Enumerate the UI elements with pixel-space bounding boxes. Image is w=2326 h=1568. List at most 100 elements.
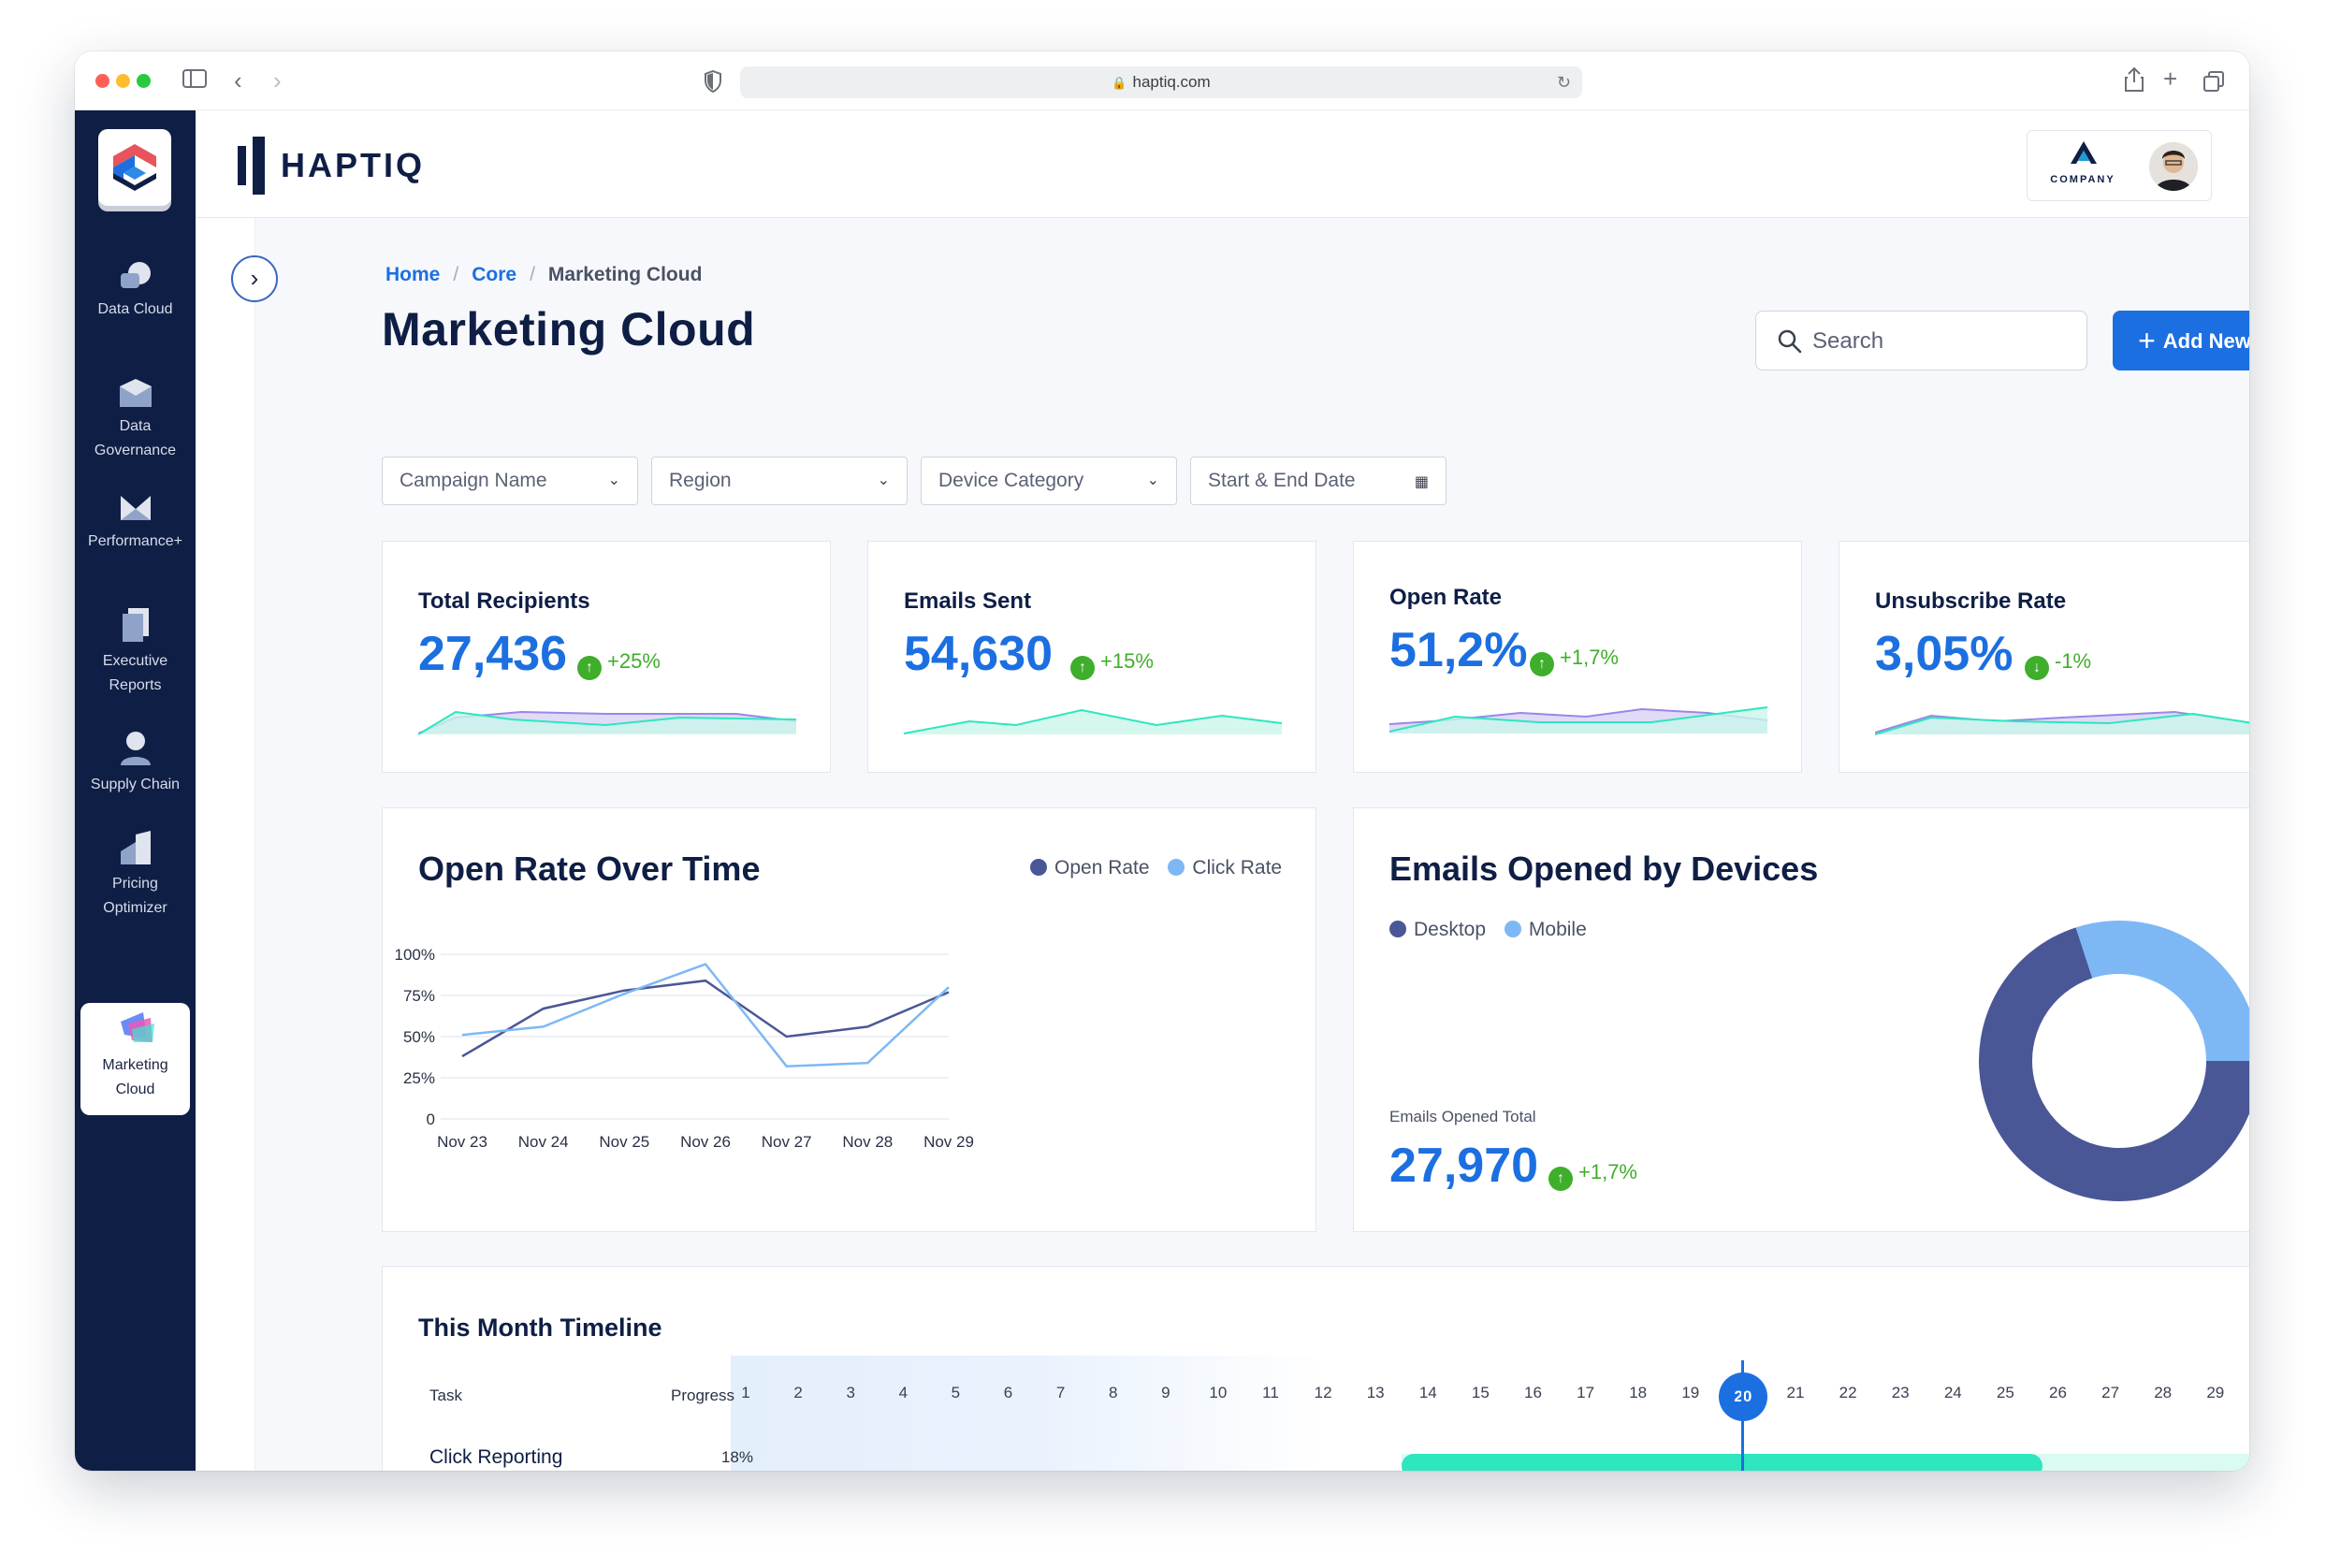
user-icon (120, 732, 151, 765)
forward-icon[interactable]: › (273, 66, 282, 94)
kpi-card-emails-sent: Emails Sent 54,630 ↑ +15% (867, 541, 1316, 773)
timeline-day: 11 (1262, 1384, 1279, 1401)
kpi-card-open-rate: Open Rate 51,2% ↑ +1,7% (1353, 541, 1802, 773)
x-tick-label: Nov 27 (762, 1133, 812, 1151)
search-input[interactable]: Search (1755, 311, 2087, 370)
timeline-day: 22 (1839, 1384, 1857, 1401)
sparkline-open-rate (1389, 706, 1767, 733)
sidebar-item-label: Executive (102, 653, 168, 669)
legend-mobile: Mobile (1528, 919, 1587, 940)
breadcrumb-core[interactable]: Core (472, 264, 517, 285)
click-rate-swatch (1168, 859, 1185, 876)
chevron-down-icon: ⌄ (607, 472, 620, 488)
kpi-delta: ↑ +25% (577, 649, 661, 680)
timeline-day: 25 (1996, 1384, 2014, 1401)
date-range-picker[interactable]: Start & End Date ▦ (1190, 457, 1446, 505)
today-marker-line (1741, 1360, 1745, 1471)
sidebar-item-label: Cloud (115, 1082, 155, 1097)
timeline-day: 26 (2049, 1384, 2067, 1401)
add-new-button[interactable]: + Add New (2113, 311, 2249, 370)
calendar-icon: ▦ (1414, 474, 1429, 490)
app-logo[interactable] (98, 129, 171, 206)
shield-icon[interactable] (704, 68, 722, 100)
kpi-label: Total Recipients (418, 588, 590, 614)
task-column-header: Task (429, 1387, 462, 1404)
kpi-label: Open Rate (1389, 585, 1503, 610)
device-category-select[interactable]: Device Category ⌄ (921, 457, 1177, 505)
sidebar-item-performance[interactable]: Performance+ (75, 492, 196, 554)
y-tick-label: 50% (403, 1028, 435, 1046)
kpi-delta: ↑ +1,7% (1530, 646, 1619, 676)
sidebar-item-label: Data (119, 418, 152, 434)
campaign-name-label: Campaign Name (400, 470, 547, 491)
brand-name: HAPTIQ (281, 146, 426, 184)
back-icon[interactable]: ‹ (234, 66, 242, 94)
tabs-overview-icon[interactable] (2202, 68, 2225, 100)
haptiq-mark-icon (238, 137, 268, 195)
kpi-value: 54,630 (904, 627, 1054, 681)
kpi-delta: ↓ -1% (2025, 649, 2091, 680)
open-rate-swatch (1030, 859, 1047, 876)
sidebar-item-pricing-optimizer[interactable]: Pricing Optimizer (75, 829, 196, 921)
timeline-day: 4 (898, 1384, 909, 1401)
sparkline-unsubscribe-rate (1875, 710, 2249, 735)
date-range-label: Start & End Date (1208, 470, 1356, 491)
pricing-icon (120, 831, 151, 864)
breadcrumb-home[interactable]: Home (385, 264, 441, 285)
minimize-window-button[interactable] (116, 74, 130, 88)
sidebar-item-supply-chain[interactable]: Supply Chain (75, 730, 196, 797)
donut-slice-desktop (1979, 927, 2249, 1201)
region-select[interactable]: Region ⌄ (651, 457, 908, 505)
close-window-button[interactable] (95, 74, 109, 88)
kpi-label: Unsubscribe Rate (1875, 588, 2067, 614)
browser-window: ‹ › 🔒 haptiq.com ↻ + (75, 51, 2249, 1471)
breadcrumb-current: Marketing Cloud (547, 264, 703, 285)
timeline-task-name[interactable]: Click Reporting (429, 1446, 563, 1468)
timeline-day: 9 (1161, 1384, 1170, 1401)
timeline-day: 27 (2101, 1384, 2120, 1401)
add-new-label: Add New (2162, 328, 2249, 353)
mobile-swatch (1504, 921, 1521, 937)
search-placeholder: Search (1812, 328, 1884, 354)
arrow-up-icon: ↑ (1548, 1167, 1573, 1191)
account-switcher[interactable]: COMPANY (2027, 130, 2212, 201)
timeline-day: 1 (741, 1384, 750, 1401)
expand-rail-button[interactable]: › (231, 255, 278, 302)
sidebar-item-data-cloud[interactable]: Data Cloud (75, 260, 196, 322)
sidebar-item-label: Reports (109, 677, 162, 693)
sidebar-item-executive-reports[interactable]: Executive Reports (75, 606, 196, 698)
sidebar-item-label: Optimizer (103, 900, 167, 916)
report-icon (122, 608, 149, 642)
avatar[interactable] (2149, 142, 2198, 191)
timeline-bar[interactable] (1402, 1454, 2043, 1471)
app-sidebar: Data Cloud Data Governance Performance+ … (75, 110, 196, 1471)
kpi-label: Emails Sent (904, 588, 1032, 614)
timeline-grid (731, 1356, 2249, 1471)
device-category-label: Device Category (938, 470, 1084, 491)
sidebar-item-label: Supply Chain (90, 777, 181, 792)
new-tab-icon[interactable]: + (2163, 65, 2178, 93)
open-rate-over-time-card: Open Rate Over Time Open Rate Click Rate… (382, 807, 1316, 1232)
sidebar-item-label: Marketing (102, 1057, 168, 1073)
device-donut-chart (1979, 921, 2249, 1201)
sidebar-item-data-governance[interactable]: Data Governance (75, 377, 196, 463)
kpi-value: 27,436 (418, 627, 568, 681)
x-tick-label: Nov 25 (599, 1133, 649, 1151)
sidebar-toggle-icon[interactable] (182, 65, 207, 96)
share-icon[interactable] (2124, 66, 2144, 100)
campaign-name-select[interactable]: Campaign Name ⌄ (382, 457, 638, 505)
chevron-down-icon: ⌄ (877, 472, 890, 488)
timeline-day: 5 (951, 1384, 961, 1401)
chart-legend: Open Rate Click Rate (1030, 857, 1282, 879)
reload-icon[interactable]: ↻ (1556, 73, 1571, 92)
megaphone-icon (120, 1012, 154, 1042)
legend-desktop: Desktop (1414, 919, 1487, 940)
arrow-up-icon: ↑ (1070, 656, 1095, 680)
brand-logo[interactable]: HAPTIQ (238, 137, 425, 195)
timeline-day: 15 (1471, 1384, 1490, 1401)
maximize-window-button[interactable] (137, 74, 151, 88)
sidebar-item-marketing-cloud[interactable]: Marketing Cloud (80, 1003, 190, 1115)
secondary-rail (196, 218, 255, 1471)
device-legend: Desktop Mobile (1389, 919, 1587, 941)
address-bar[interactable]: 🔒 haptiq.com ↻ (740, 66, 1582, 98)
